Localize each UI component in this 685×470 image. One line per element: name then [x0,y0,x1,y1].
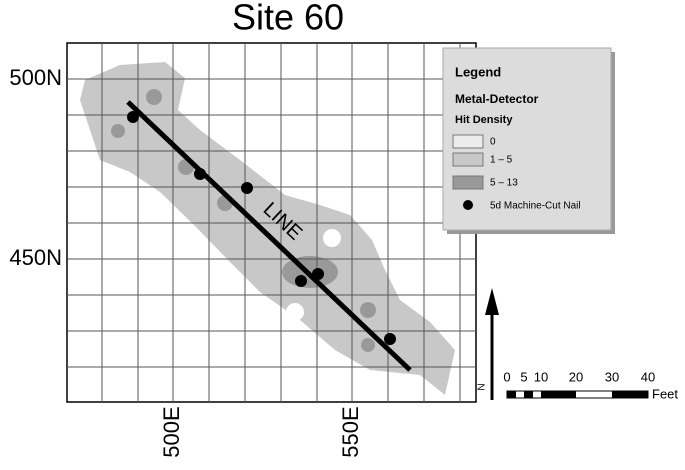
legend-item: 5d Machine-Cut Nail [490,201,581,212]
north-arrowhead [485,288,499,315]
legend-item: 5 – 13 [490,178,518,189]
survey-line [126,100,412,372]
legend-title: Legend [455,64,501,79]
scale-tick: 10 [534,369,548,384]
density-zero [286,229,341,321]
legend-subtitle: Metal-Detector [455,92,539,106]
legend-symbol [463,200,473,210]
legend-swatch [452,175,484,190]
north-label: N [477,383,488,390]
x-label: 500E [159,406,184,457]
scale-unit: Feet [652,386,678,401]
legend-swatch [452,134,484,149]
scale-tick: 5 [520,369,527,384]
legend-swatch [452,152,484,167]
legend-heading: Hit Density [455,114,513,126]
scale-tick: 20 [569,369,583,384]
scale-tick: 30 [605,369,619,384]
legend-item: 0 [490,137,496,148]
map-title: Site 60 [232,0,344,38]
scale-tick: 40 [641,369,655,384]
scale-bar [506,390,649,399]
y-label: 450N [9,245,62,270]
scale-tick: 0 [503,369,510,384]
y-label: 500N [9,65,62,90]
x-label: 550E [338,406,363,457]
nails [127,111,396,345]
legend-item: 1 – 5 [490,155,513,166]
